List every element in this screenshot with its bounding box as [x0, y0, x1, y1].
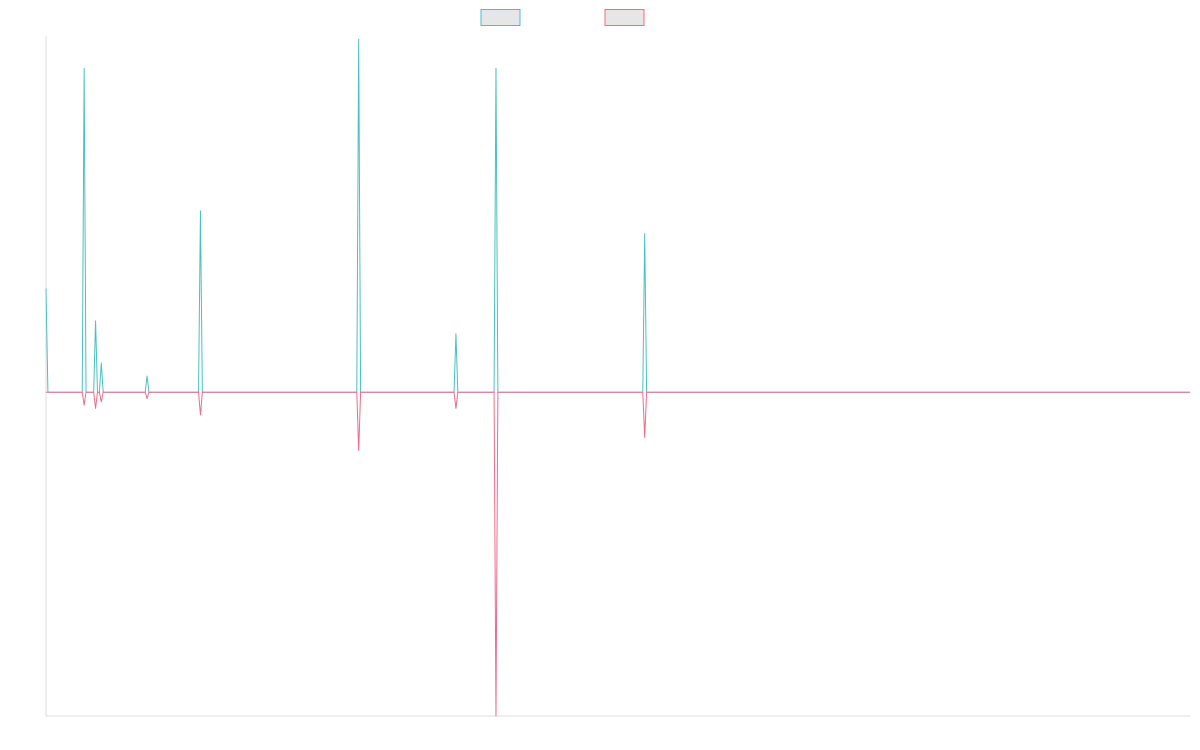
legend — [480, 9, 645, 26]
legend-swatch-1[interactable] — [480, 9, 521, 26]
legend-swatch-2[interactable] — [604, 9, 645, 26]
series-group — [45, 38, 1190, 717]
series-line-1 — [45, 38, 1190, 393]
series-line-2 — [46, 391, 1190, 717]
